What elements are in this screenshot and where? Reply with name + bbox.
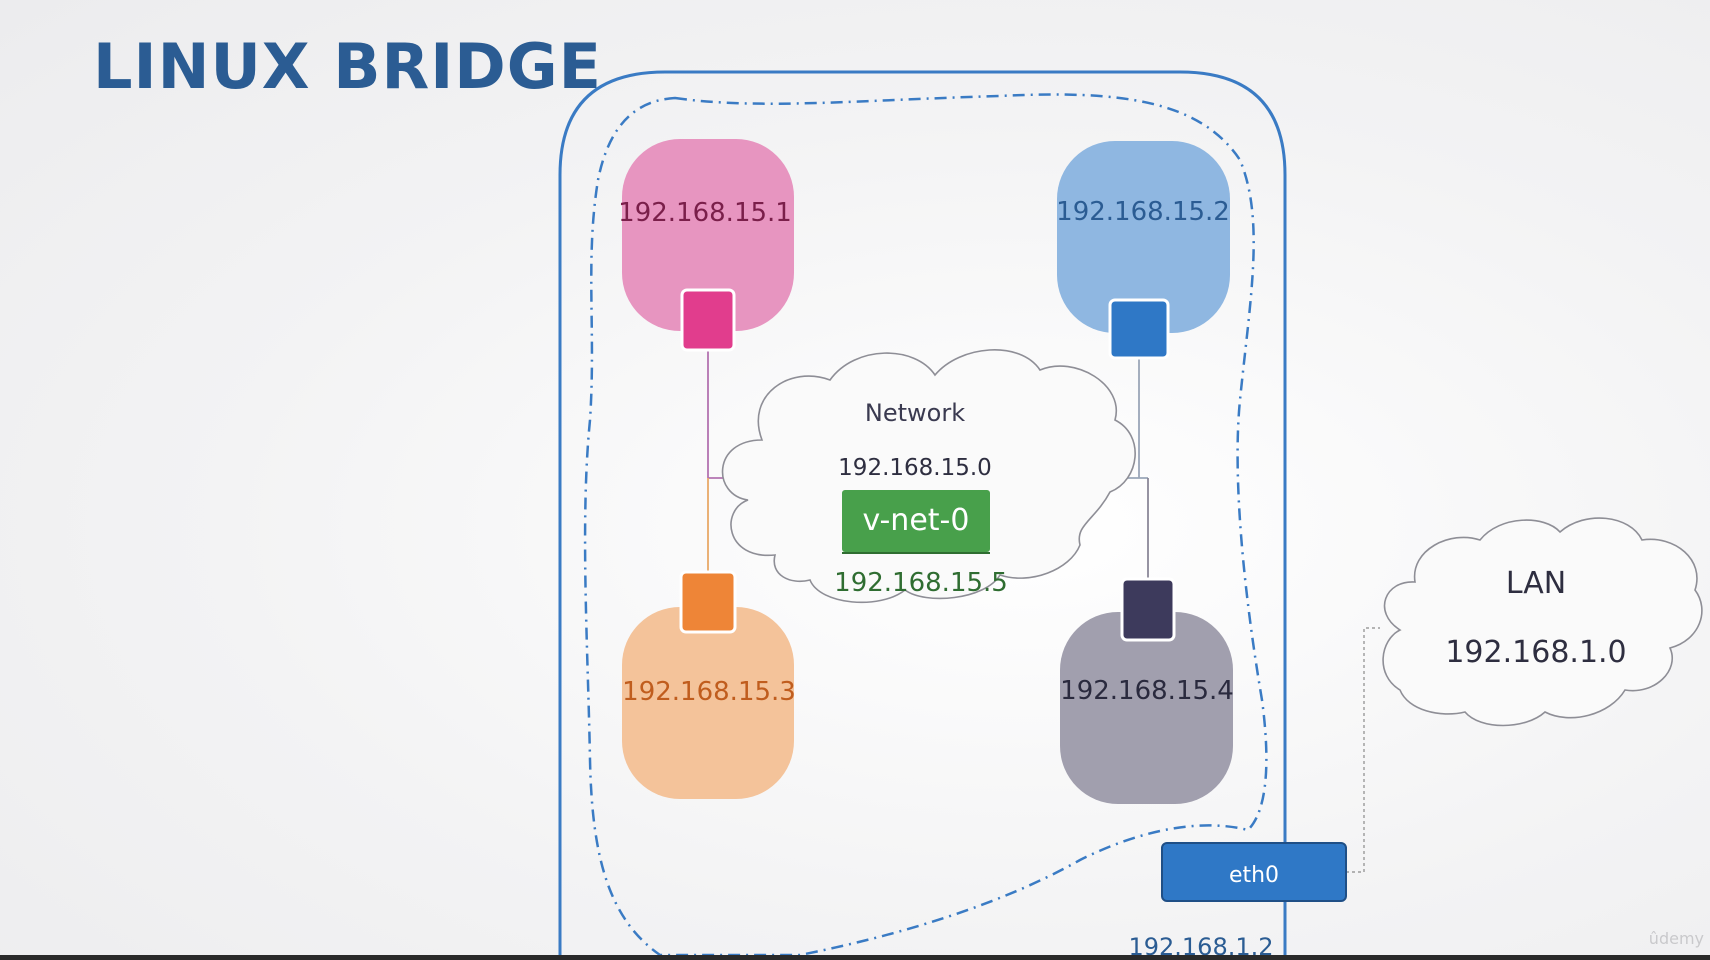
namespace-ns2	[1057, 141, 1230, 333]
namespace-ns3	[622, 607, 794, 799]
ns2-ip-label: 192.168.15.2	[1056, 197, 1230, 227]
bridge-vnet0	[842, 490, 990, 552]
eth0-interface	[1161, 842, 1347, 902]
port-ns2	[1108, 298, 1170, 360]
bridge-boundary-dashed	[583, 93, 1268, 957]
network-label: Network	[865, 399, 965, 427]
network-subnet: 192.168.15.0	[838, 455, 992, 481]
bridge-name: v-net-0	[863, 503, 970, 538]
namespace-ns4	[1060, 612, 1233, 804]
lan-cloud	[1382, 517, 1703, 727]
ns3-ip-label: 192.168.15.3	[622, 677, 796, 707]
bridge-ip: 192.168.15.5	[834, 568, 1008, 598]
port-ns1	[680, 288, 736, 352]
slide-title: LINUX BRIDGE	[93, 30, 602, 103]
link-eth0-lan	[1346, 627, 1380, 873]
network-cloud	[721, 349, 1136, 604]
lan-subnet: 192.168.1.0	[1445, 635, 1626, 670]
port-ns4	[1120, 577, 1176, 642]
watermark-logo: ûdemy	[1648, 929, 1704, 948]
port-ns3	[679, 570, 737, 634]
lan-label: LAN	[1506, 566, 1566, 601]
ns4-ip-label: 192.168.15.4	[1060, 676, 1234, 706]
eth0-label: eth0	[1229, 863, 1279, 888]
ns1-ip-label: 192.168.15.1	[618, 198, 792, 228]
bottom-bar	[0, 955, 1710, 960]
namespace-ns1	[622, 139, 794, 331]
host-boundary	[558, 70, 1287, 960]
